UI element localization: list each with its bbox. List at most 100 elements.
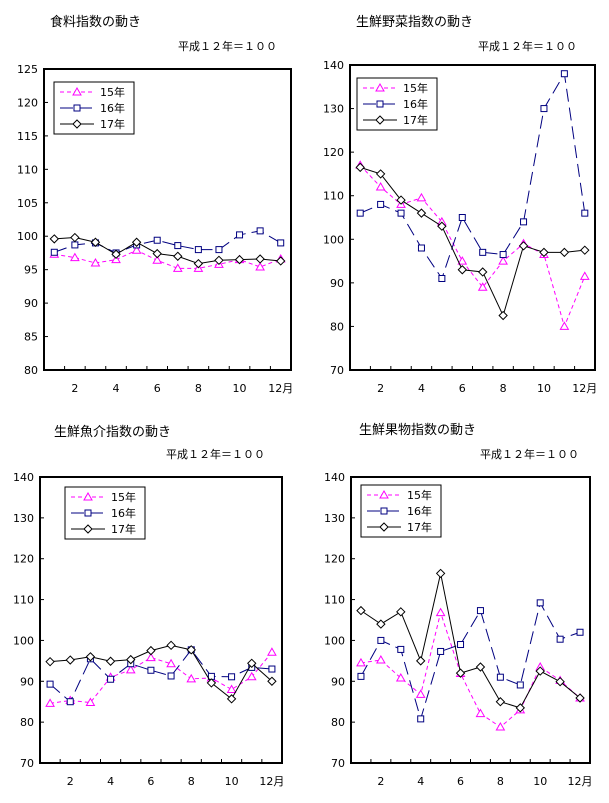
data-point (214, 255, 224, 266)
data-point (559, 247, 570, 258)
x-tick-label: 6 (154, 382, 161, 395)
data-point (186, 673, 197, 683)
chart-subtitle: 平成１２年＝１００ (478, 39, 577, 53)
data-point (146, 652, 156, 662)
data-point (256, 227, 264, 235)
y-tick-label: 70 (330, 364, 344, 377)
data-point (479, 248, 487, 256)
data-point (277, 239, 285, 247)
data-point (167, 672, 175, 680)
y-tick-label: 140 (13, 471, 34, 484)
data-point (70, 232, 80, 243)
data-point (50, 248, 58, 256)
data-point (246, 671, 257, 681)
chart-subtitle: 平成１２年＝１００ (166, 447, 265, 461)
x-tick-label: 8 (188, 775, 195, 788)
data-point (416, 192, 427, 202)
data-point (255, 254, 265, 264)
data-point (495, 697, 506, 707)
data-point (455, 668, 466, 678)
x-tick-label: 10 (225, 775, 239, 788)
data-point (476, 607, 484, 615)
data-point (435, 568, 446, 579)
y-tick-label: 100 (13, 634, 34, 647)
data-point (90, 257, 101, 267)
data-point (215, 246, 223, 254)
series-3 (45, 640, 277, 704)
legend-label: 15年 (403, 81, 428, 95)
y-tick-label: 105 (17, 197, 38, 210)
legend-label: 16年 (403, 97, 428, 111)
data-point (560, 70, 568, 78)
chart-subtitle: 平成１２年＝１００ (480, 447, 579, 461)
data-point (172, 263, 183, 272)
y-tick-label: 125 (17, 63, 38, 76)
data-point (131, 237, 142, 247)
data-point (193, 258, 204, 269)
legend-label: 16年 (407, 504, 432, 518)
series-3 (355, 162, 590, 321)
y-tick-label: 110 (324, 594, 345, 607)
x-tick-label: 10 (233, 382, 247, 395)
data-point (236, 231, 244, 239)
data-point (126, 654, 136, 665)
legend-label: 16年 (111, 506, 136, 520)
data-point (152, 255, 163, 264)
x-tick-label: 4 (418, 382, 425, 395)
data-point (46, 680, 54, 688)
data-point (498, 310, 508, 321)
legend: 15年 16年 17年 (360, 484, 442, 538)
data-point (417, 244, 425, 252)
data-point (535, 666, 545, 676)
data-point (556, 635, 564, 643)
data-point (234, 254, 245, 265)
y-tick-label: 110 (13, 594, 34, 607)
y-tick-label: 115 (17, 130, 38, 143)
legend: 15年 16年 17年 (64, 486, 146, 540)
series-line (359, 164, 586, 328)
legend: 15年 16年 17年 (53, 81, 135, 135)
x-tick-label: 8 (195, 382, 202, 395)
data-point (105, 656, 116, 666)
legend-marker (379, 489, 389, 499)
y-tick-label: 140 (324, 471, 345, 484)
y-tick-label: 120 (17, 96, 38, 109)
legend-marker (84, 509, 92, 517)
data-point (579, 271, 590, 280)
x-tick-label: 6 (457, 775, 464, 788)
y-tick-label: 100 (324, 634, 345, 647)
data-point (174, 242, 182, 250)
x-tick-label: 10 (533, 775, 547, 788)
series-line (50, 651, 273, 704)
y-tick-label: 90 (20, 675, 34, 688)
data-point (457, 641, 465, 649)
data-point (152, 248, 162, 259)
y-tick-label: 80 (20, 716, 34, 729)
legend-marker (375, 82, 385, 92)
legend-label: 15年 (407, 488, 432, 502)
data-point (437, 221, 447, 231)
y-tick-label: 90 (330, 277, 344, 290)
legend-marker (380, 507, 388, 515)
data-point (255, 261, 265, 271)
x-tick-label: 4 (417, 775, 424, 788)
data-point (499, 251, 507, 259)
y-tick-label: 85 (24, 331, 38, 344)
data-point (475, 662, 486, 672)
data-point (377, 636, 385, 644)
data-point (576, 628, 584, 636)
data-point (146, 645, 156, 656)
data-point (416, 656, 426, 666)
data-point (397, 209, 405, 217)
data-point (111, 249, 121, 259)
data-point (415, 689, 426, 698)
data-point (247, 658, 257, 669)
data-point (226, 684, 237, 693)
data-point (555, 676, 565, 687)
x-tick-label: 12月 (259, 775, 284, 788)
legend-label: 16年 (100, 101, 125, 115)
data-point (580, 245, 590, 255)
